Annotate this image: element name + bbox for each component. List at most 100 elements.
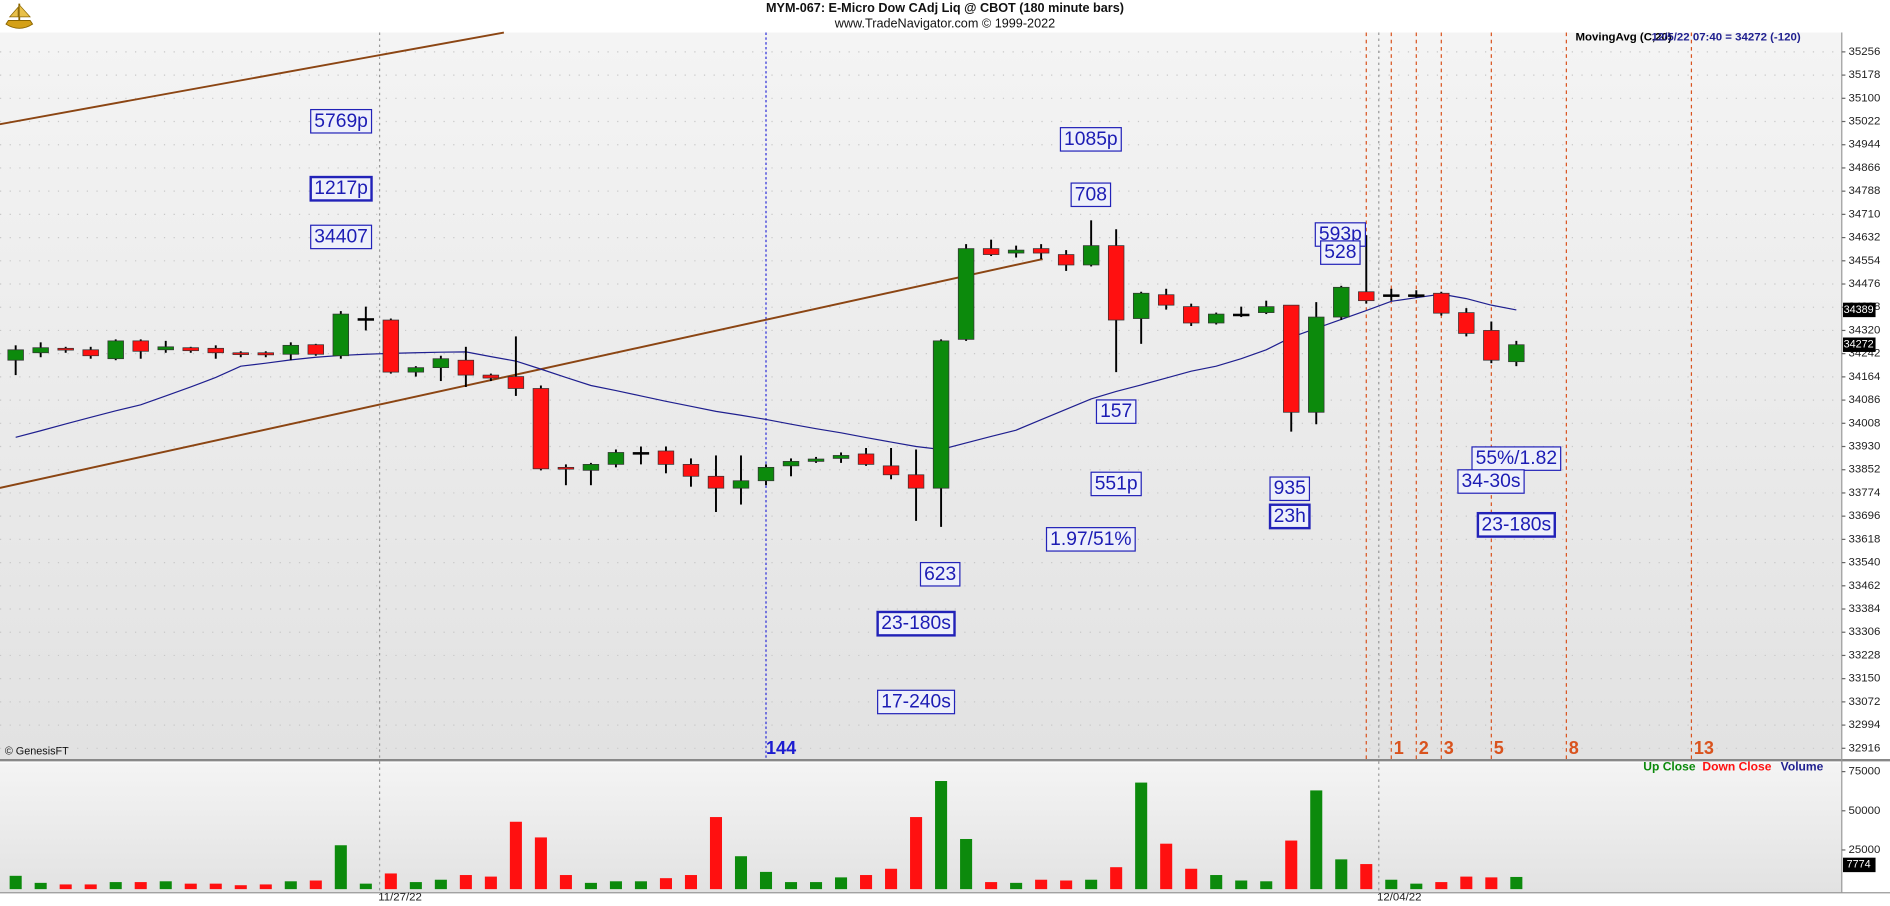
annotation: 34-30s xyxy=(1457,469,1525,494)
candle-body xyxy=(782,461,800,467)
annotation-box xyxy=(1457,469,1525,494)
legend-item: Volume xyxy=(1781,760,1824,774)
candle-body xyxy=(1483,330,1500,361)
y-tick-label: 35178 xyxy=(1849,69,1881,81)
y-tick-label: 33696 xyxy=(1849,510,1881,522)
annotation-text: 55%/1.82 xyxy=(1476,448,1557,469)
volume-bar xyxy=(1260,881,1273,890)
volume-bar xyxy=(1185,868,1198,890)
annotation-box xyxy=(877,689,956,715)
volume-bar xyxy=(334,845,347,890)
volume-bar xyxy=(384,873,397,890)
volume-bar xyxy=(59,884,72,890)
volume-bar xyxy=(1135,782,1148,890)
chart-subtitle: www.TradeNavigator.com © 1999-2022 xyxy=(834,16,1055,30)
volume-bar xyxy=(684,875,697,890)
volume-bar xyxy=(234,885,247,890)
annotation-box xyxy=(1045,527,1136,552)
y-tick-label: 33540 xyxy=(1849,557,1881,569)
annotation-text: 1217p xyxy=(314,178,368,199)
volume-bar xyxy=(209,883,222,890)
candle-body xyxy=(307,344,324,355)
annotation-box xyxy=(1269,476,1311,502)
annotation-box xyxy=(310,108,373,134)
candle-body xyxy=(332,313,350,357)
volume-bar xyxy=(1335,859,1348,890)
y-tick-label: 32916 xyxy=(1849,742,1881,754)
y-tick-label: 33774 xyxy=(1849,487,1881,499)
y-tick-label: 33930 xyxy=(1849,441,1881,453)
volume-bar xyxy=(1060,880,1073,890)
y-tick-label: 34554 xyxy=(1849,255,1881,267)
candle-body xyxy=(907,474,925,489)
candle-body xyxy=(1358,291,1375,302)
y-tick-label: 33384 xyxy=(1849,603,1881,615)
y-tick-label: 35022 xyxy=(1849,116,1881,128)
candle-body xyxy=(1157,294,1175,306)
volume-bar xyxy=(109,882,122,890)
candle-body xyxy=(407,367,425,373)
fib-label: 5 xyxy=(1494,738,1504,758)
legend-item: Down Close xyxy=(1702,760,1771,774)
volume-bar xyxy=(584,882,597,890)
y-tick-label: 34476 xyxy=(1849,278,1881,290)
annotation-box xyxy=(310,224,373,250)
candle-body xyxy=(182,347,199,352)
trendline xyxy=(0,258,1043,489)
annotation-text: 23h xyxy=(1274,506,1306,527)
volume-bar xyxy=(835,877,848,890)
y-tick-label: 33228 xyxy=(1849,649,1881,661)
annotation-text: 1.97/51% xyxy=(1050,529,1131,550)
volume-bar xyxy=(1035,879,1048,890)
volume-bar xyxy=(284,881,297,890)
candle-body xyxy=(107,340,124,360)
annotation-box xyxy=(919,561,961,587)
candle-body xyxy=(957,248,975,340)
annotation-box xyxy=(1059,127,1122,152)
last-quote: 12/5/22 07:40 = 34272 (-120) xyxy=(1651,31,1800,43)
candle-body xyxy=(557,466,575,470)
volume-bar xyxy=(359,883,372,890)
volume-bar xyxy=(1410,883,1423,890)
candle-body xyxy=(132,340,149,352)
annotation: 23h xyxy=(1268,503,1311,530)
volume-bar xyxy=(985,882,998,890)
price-pane xyxy=(0,32,1842,760)
annotation: 935 xyxy=(1269,476,1311,502)
candle-body xyxy=(857,453,875,465)
volume-bar xyxy=(709,817,723,890)
candle-body xyxy=(482,374,500,379)
candle-body xyxy=(657,450,675,465)
annotation: 551p xyxy=(1090,471,1142,497)
candle-body xyxy=(582,464,600,471)
annotation-text: 593p xyxy=(1319,224,1362,245)
volume-bar xyxy=(159,881,172,890)
candle-body xyxy=(432,358,450,369)
y-tick-label: 75000 xyxy=(1849,766,1881,778)
candle-body xyxy=(607,452,625,465)
y-tick-label: 34788 xyxy=(1849,185,1881,197)
candle-body xyxy=(532,388,550,470)
candle-body xyxy=(1383,294,1400,297)
annotation: 23-180s xyxy=(876,610,956,637)
x-tick-label: 12/04/22 xyxy=(1377,892,1422,904)
y-tick-label: 33618 xyxy=(1849,533,1881,545)
annotation: 1.97/51% xyxy=(1045,527,1136,552)
volume-bar xyxy=(134,882,147,890)
candle-body xyxy=(1233,313,1250,317)
candle-body xyxy=(632,452,650,455)
candle-body xyxy=(1283,304,1300,413)
y-tick-label: 34008 xyxy=(1849,417,1881,429)
volume-bar xyxy=(935,781,948,890)
volume-bar xyxy=(609,881,622,890)
y-tick-label: 34632 xyxy=(1849,232,1881,244)
candle-body xyxy=(1182,306,1200,324)
candle-body xyxy=(232,352,249,355)
fib-label: 3 xyxy=(1444,738,1454,758)
y-tick-label: 35100 xyxy=(1849,92,1881,104)
y-tick-label: 33852 xyxy=(1849,464,1881,476)
price-badge: 34272 xyxy=(1844,339,1874,351)
candle-body xyxy=(1308,316,1325,413)
candle-body xyxy=(982,248,1000,255)
volume-bar xyxy=(1385,879,1398,890)
